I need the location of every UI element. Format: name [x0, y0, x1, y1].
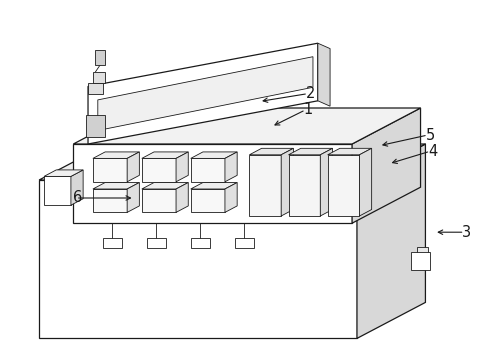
Polygon shape: [190, 152, 237, 158]
Polygon shape: [317, 43, 329, 106]
Polygon shape: [88, 83, 102, 94]
Polygon shape: [146, 238, 166, 248]
Polygon shape: [98, 57, 312, 131]
Polygon shape: [39, 180, 356, 338]
Polygon shape: [320, 148, 332, 216]
Polygon shape: [410, 252, 429, 270]
Polygon shape: [95, 50, 105, 65]
Polygon shape: [71, 170, 83, 205]
Polygon shape: [176, 183, 188, 212]
Polygon shape: [224, 183, 237, 212]
Polygon shape: [85, 115, 105, 137]
Polygon shape: [142, 158, 176, 182]
Text: 6: 6: [73, 190, 82, 206]
Polygon shape: [356, 144, 425, 338]
Polygon shape: [93, 152, 139, 158]
Polygon shape: [190, 183, 237, 189]
Polygon shape: [88, 43, 317, 144]
Polygon shape: [327, 155, 359, 216]
Polygon shape: [224, 152, 237, 182]
Polygon shape: [359, 148, 371, 216]
Polygon shape: [73, 144, 351, 223]
Polygon shape: [44, 170, 83, 176]
Polygon shape: [416, 247, 427, 263]
Polygon shape: [102, 238, 122, 248]
Polygon shape: [93, 189, 127, 212]
Polygon shape: [190, 189, 224, 212]
Polygon shape: [142, 189, 176, 212]
Polygon shape: [327, 148, 371, 155]
Polygon shape: [234, 238, 254, 248]
Polygon shape: [127, 152, 139, 182]
Text: 5: 5: [425, 127, 434, 143]
Polygon shape: [190, 238, 210, 248]
Text: 4: 4: [427, 144, 436, 159]
Polygon shape: [73, 108, 420, 144]
Polygon shape: [44, 176, 71, 205]
Text: 1: 1: [303, 102, 312, 117]
Polygon shape: [288, 155, 320, 216]
Polygon shape: [351, 108, 420, 223]
Polygon shape: [176, 152, 188, 182]
Polygon shape: [39, 144, 425, 180]
Polygon shape: [93, 72, 105, 83]
Polygon shape: [249, 148, 293, 155]
Polygon shape: [281, 148, 293, 216]
Polygon shape: [142, 183, 188, 189]
Text: 3: 3: [461, 225, 470, 240]
Polygon shape: [249, 155, 281, 216]
Polygon shape: [288, 148, 332, 155]
Polygon shape: [93, 158, 127, 182]
Polygon shape: [127, 183, 139, 212]
Polygon shape: [142, 152, 188, 158]
Polygon shape: [190, 158, 224, 182]
Text: 2: 2: [305, 86, 314, 101]
Polygon shape: [93, 183, 139, 189]
